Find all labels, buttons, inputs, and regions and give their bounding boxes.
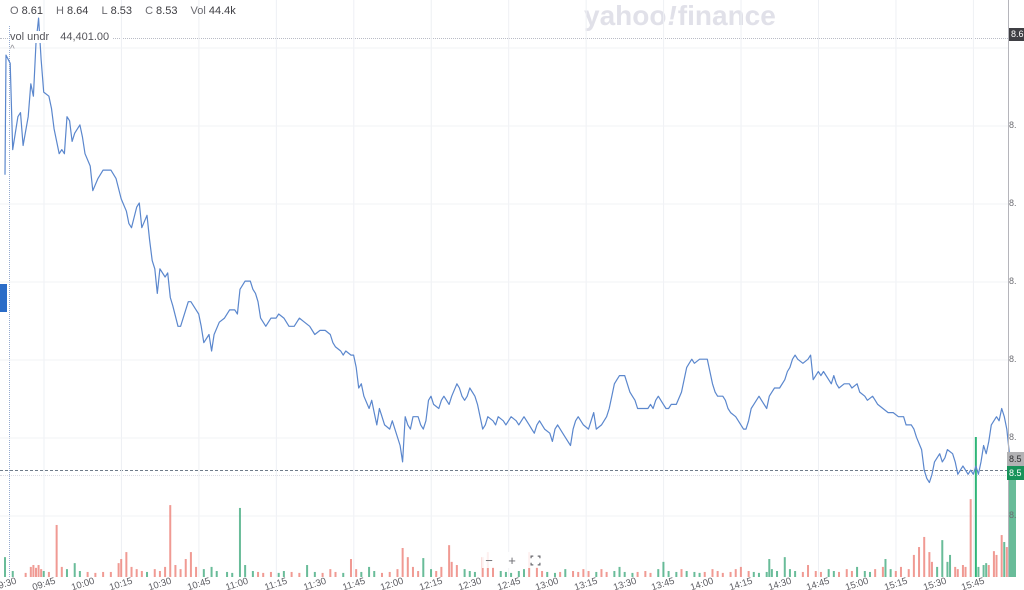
volume-label: Vol [190, 5, 206, 17]
x-axis-label: 10:15 [108, 575, 135, 590]
watermark-finance: finance [677, 0, 776, 31]
x-axis-label: 14:00 [689, 575, 716, 590]
watermark-yahoo: yahoo [584, 0, 667, 31]
x-axis-label: 09:45 [30, 575, 57, 590]
x-axis-label: 11:00 [224, 575, 251, 590]
x-axis-label: 13:30 [611, 575, 638, 590]
x-axis-label: 15:00 [844, 575, 871, 590]
low-label: L [101, 5, 108, 17]
ohlc-summary-row: O 8.61 H 8.64 L 8.53 C 8.53 Vol 44.4k [10, 5, 236, 17]
crosshair-caret-marker: ^ [10, 44, 15, 55]
reference-dotted-line [0, 475, 1008, 476]
y-axis-label: 8. [1009, 354, 1017, 364]
fullscreen-icon [529, 554, 541, 566]
y-axis-label: 8. [1009, 276, 1017, 286]
x-axis-label: 10:45 [185, 575, 212, 590]
x-axis-label: 12:30 [456, 575, 483, 590]
y-axis-line [1008, 0, 1009, 577]
x-axis[interactable]: 09:30 09:45 10:00 10:15 10:30 10:45 11:00 11:15… [0, 575, 1008, 590]
y-axis-label: 8. [1009, 198, 1017, 208]
crosshair-horizontal-line [0, 38, 1008, 39]
yahoo-finance-watermark: yahoo!finance [584, 0, 776, 32]
x-axis-label: 11:30 [302, 575, 328, 590]
x-axis-label: 15:45 [960, 575, 987, 590]
y-axis-label: 8. [1009, 432, 1017, 442]
close-label: C [145, 5, 154, 17]
x-axis-label: 13:45 [650, 575, 677, 590]
open-label: O [10, 5, 19, 17]
x-axis-label: 14:15 [727, 575, 754, 590]
x-axis-label: 15:30 [921, 575, 948, 590]
chart-zoom-controls: − + [482, 552, 542, 568]
x-axis-label: 10:00 [69, 575, 96, 590]
x-axis-label: 11:45 [340, 575, 367, 590]
x-axis-label: 12:45 [495, 575, 522, 590]
fullscreen-button[interactable] [528, 552, 542, 568]
x-axis-label: 12:15 [417, 575, 445, 590]
x-axis-label: 13:15 [572, 575, 600, 590]
y-axis-label: 8. [1009, 120, 1017, 130]
last-price-badge: 8.5 [1007, 466, 1024, 480]
y-axis-label: 8. [1009, 510, 1017, 520]
watermark-bang: ! [667, 0, 677, 31]
zoom-in-button[interactable]: + [505, 552, 519, 568]
volume-value: 44.4k [208, 5, 236, 17]
x-axis-label: 14:30 [766, 575, 793, 590]
study-value: 44,401.00 [60, 31, 110, 43]
x-axis-label: 12:00 [379, 575, 406, 590]
y-axis[interactable]: 8. 8. 8. 8. 8. 8. [1009, 0, 1024, 577]
x-axis-label: 09:30 [0, 575, 19, 590]
x-axis-label: 15:15 [882, 575, 909, 590]
high-label: H [56, 5, 64, 17]
last-price-dashed-line [0, 470, 1008, 471]
high-value: 8.64 [67, 5, 89, 17]
left-edge-price-badge [0, 284, 7, 312]
x-axis-label: 11:15 [263, 575, 289, 590]
crosshair-price-badge: 8.6 [1009, 28, 1024, 41]
close-value: 8.53 [156, 5, 178, 17]
low-value: 8.53 [110, 5, 133, 17]
volume-underlay-study-label: vol undr 44,401.00 [10, 31, 113, 43]
x-axis-label: 13:00 [534, 575, 561, 590]
x-axis-label: 10:30 [146, 575, 173, 590]
reference-price-badge: 8.5 [1007, 452, 1024, 466]
x-axis-label: 14:45 [805, 575, 832, 590]
crosshair-vertical-line [9, 26, 10, 577]
zoom-out-button[interactable]: − [482, 552, 496, 568]
study-name: vol undr [10, 31, 50, 43]
open-value: 8.61 [21, 5, 43, 17]
